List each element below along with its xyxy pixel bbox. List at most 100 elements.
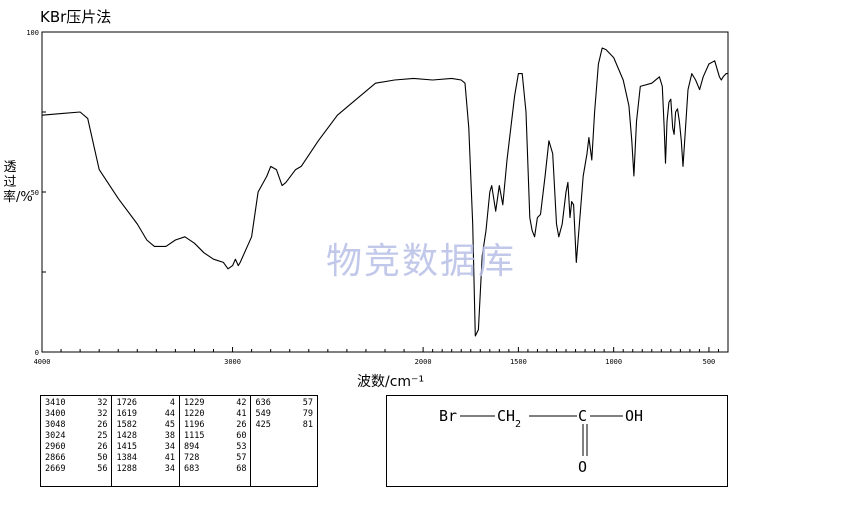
peak-transmittance: 4 (169, 398, 175, 408)
peak-transmittance: 41 (164, 453, 175, 463)
peak-row: 1582 45 (116, 420, 175, 431)
spectrum-line-0 (41, 47, 728, 337)
peak-wavenumber: 1582 (116, 420, 137, 430)
peak-column-2: 1726 4 1619 44 1582 45 1428 38 1415 34 1384 41 1288 3… (112, 396, 180, 486)
peak-wavenumber: 3410 (45, 398, 66, 408)
peak-wavenumber: 1428 (116, 431, 137, 441)
x-tick-label-1500: 1500 (510, 358, 527, 366)
peak-row: 1428 38 (116, 431, 175, 442)
peak-wavenumber: 1415 (116, 442, 137, 452)
peak-transmittance: 26 (97, 420, 108, 430)
peak-row: 728 57 (184, 453, 246, 464)
peak-wavenumber: 2866 (45, 453, 66, 463)
peak-wavenumber: 683 (184, 464, 200, 474)
hydroxyl-label: OH (625, 407, 643, 425)
y-tick-label-0: 0 (35, 349, 39, 357)
peak-row: 3410 32 (45, 398, 107, 409)
peak-column-3: 1229 42 1220 41 1196 26 1115 60 894 53 728 57 683 68 (180, 396, 252, 486)
x-tick-label-3000: 3000 (224, 358, 241, 366)
peak-wavenumber: 3400 (45, 409, 66, 419)
peak-row: 1196 26 (184, 420, 246, 431)
peak-column-4: 636 57 549 79 425 81 (251, 396, 317, 486)
peak-wavenumber: 894 (184, 442, 200, 452)
peak-row: 1220 41 (184, 409, 246, 420)
peak-wavenumber: 549 (255, 409, 271, 419)
peak-row: 1288 34 (116, 464, 175, 475)
peak-transmittance: 25 (97, 431, 108, 441)
y-tick-label-50: 50 (31, 189, 39, 197)
ir-spectrum-chart: 0 50 100 4000 3000 2000 1500 1000 500 (26, 29, 729, 366)
page-title: KBr压片法 (40, 8, 112, 26)
peak-transmittance: 44 (164, 409, 175, 419)
peak-row: 2960 26 (45, 442, 107, 453)
peak-row: 1384 41 (116, 453, 175, 464)
peak-transmittance: 26 (97, 442, 108, 452)
peak-wavenumber: 728 (184, 453, 200, 463)
peak-wavenumber: 2960 (45, 442, 66, 452)
x-tick-label-1000: 1000 (605, 358, 622, 366)
peak-transmittance: 45 (164, 420, 175, 430)
peak-wavenumber: 1229 (184, 398, 205, 408)
structure-diagram: Br CH 2 C OH O (439, 407, 643, 476)
peak-transmittance: 68 (236, 464, 247, 474)
peak-wavenumber: 1384 (116, 453, 137, 463)
peak-wavenumber: 1619 (116, 409, 137, 419)
peak-row: 3048 26 (45, 420, 107, 431)
peak-wavenumber: 3048 (45, 420, 66, 430)
peak-wavenumber: 1115 (184, 431, 205, 441)
bromine-atom-label: Br (439, 407, 457, 425)
peak-wavenumber: 1220 (184, 409, 205, 419)
peak-transmittance: 79 (302, 409, 313, 419)
y-tick-label-100: 100 (26, 29, 39, 37)
peak-wavenumber: 425 (255, 420, 271, 430)
peak-transmittance: 32 (97, 398, 108, 408)
peak-row: 1619 44 (116, 409, 175, 420)
peak-column-1: 3410 32 3400 32 3048 26 3024 25 2960 26 2866 50 2669… (41, 396, 113, 486)
peak-row: 1415 34 (116, 442, 175, 453)
peak-row: 425 81 (255, 420, 313, 431)
peak-row: 683 68 (184, 464, 246, 475)
peak-transmittance: 38 (164, 431, 175, 441)
peak-row: 1726 4 (116, 398, 175, 409)
peak-transmittance: 60 (236, 431, 247, 441)
peak-wavenumber: 2669 (45, 464, 66, 474)
peak-transmittance: 53 (236, 442, 247, 452)
peak-transmittance: 26 (236, 420, 247, 430)
peak-row: 636 57 (255, 398, 313, 409)
peak-transmittance: 57 (236, 453, 247, 463)
peak-row: 1229 42 (184, 398, 246, 409)
peak-transmittance: 50 (97, 453, 108, 463)
structure-panel: Br CH 2 C OH O (386, 395, 728, 487)
peak-row: 1115 60 (184, 431, 246, 442)
peak-row: 3400 32 (45, 409, 107, 420)
peak-row: 894 53 (184, 442, 246, 453)
carbonyl-carbon-label: C (578, 407, 587, 425)
peak-transmittance: 56 (97, 464, 108, 474)
peak-transmittance: 81 (302, 420, 313, 430)
peak-wavenumber: 636 (255, 398, 271, 408)
peak-table: 3410 32 3400 32 3048 26 3024 25 2960 26 2866 50 2669… (40, 395, 318, 487)
peak-transmittance: 42 (236, 398, 247, 408)
watermark-text: 物竞数据库 (326, 241, 517, 282)
carbonyl-oxygen-label: O (578, 458, 587, 476)
methylene-subscript: 2 (515, 419, 521, 430)
x-tick-label-500: 500 (703, 358, 716, 366)
x-tick-label-2000: 2000 (415, 358, 432, 366)
peak-wavenumber: 1726 (116, 398, 137, 408)
peak-transmittance: 34 (164, 442, 175, 452)
x-tick-label-4000: 4000 (34, 358, 51, 366)
peak-transmittance: 41 (236, 409, 247, 419)
peak-row: 2669 56 (45, 464, 107, 475)
y-axis-label: 透过率/% (3, 160, 33, 205)
peak-row: 3024 25 (45, 431, 107, 442)
x-axis-label: 波数/cm⁻¹ (357, 374, 425, 390)
peak-row: 2866 50 (45, 453, 107, 464)
peak-wavenumber: 1288 (116, 464, 137, 474)
peak-wavenumber: 3024 (45, 431, 66, 441)
peak-row: 549 79 (255, 409, 313, 420)
peak-wavenumber: 1196 (184, 420, 205, 430)
peak-transmittance: 57 (302, 398, 313, 408)
plot-frame (41, 31, 729, 353)
peak-transmittance: 32 (97, 409, 108, 419)
methylene-label: CH (497, 407, 515, 425)
